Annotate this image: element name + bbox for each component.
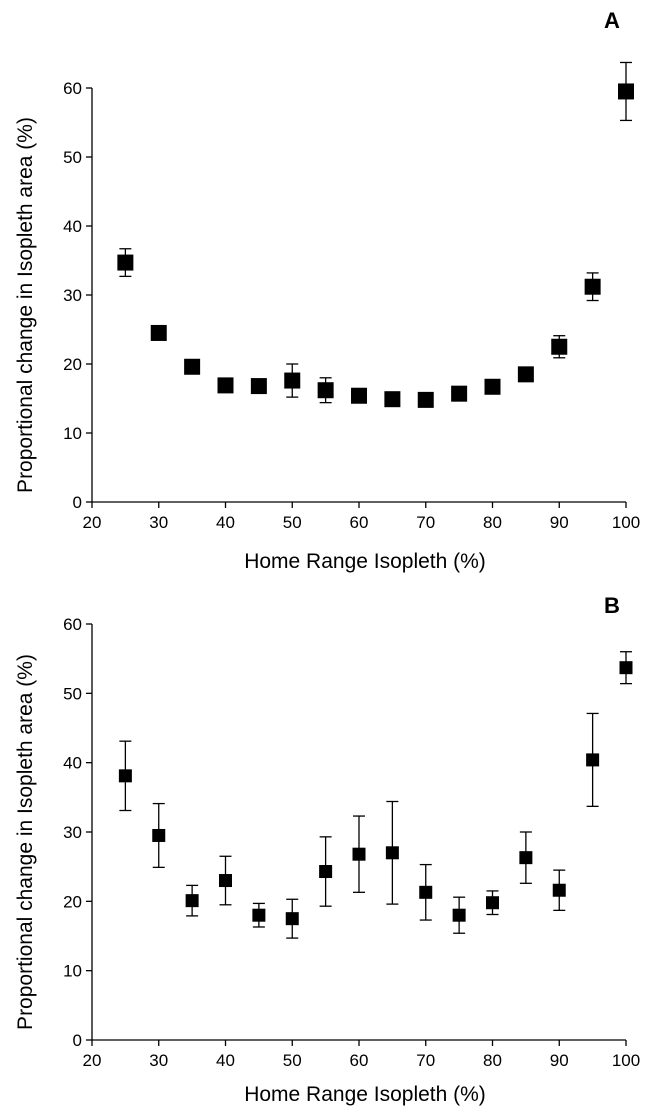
data-point-marker xyxy=(352,847,366,861)
data-point-marker xyxy=(484,378,501,395)
y-tick-label: 20 xyxy=(63,892,82,911)
x-tick-label: 100 xyxy=(612,1051,640,1070)
data-point-marker xyxy=(317,382,334,399)
data-point-marker xyxy=(619,661,633,675)
y-tick-label: 10 xyxy=(63,962,82,981)
x-tick-label: 20 xyxy=(83,1051,102,1070)
x-tick-label: 30 xyxy=(149,1051,168,1070)
data-point-marker xyxy=(551,338,568,355)
data-point-marker xyxy=(351,387,367,404)
y-tick-label: 40 xyxy=(63,754,82,773)
x-tick-label: 60 xyxy=(350,513,369,532)
data-point-marker xyxy=(452,908,466,922)
data-point-marker xyxy=(118,769,132,783)
x-axis-title: Home Range Isopleth (%) xyxy=(244,1083,486,1106)
y-axis-title: Proportional change in Isopleth area (%) xyxy=(14,654,37,1030)
data-point-marker xyxy=(618,83,634,100)
x-tick-label: 40 xyxy=(216,1051,235,1070)
data-point-marker xyxy=(419,885,433,899)
data-point-marker xyxy=(217,377,234,394)
data-point-marker xyxy=(185,894,199,908)
x-tick-label: 80 xyxy=(483,513,502,532)
data-point-marker xyxy=(451,385,468,402)
x-tick-label: 90 xyxy=(550,513,569,532)
x-tick-label: 50 xyxy=(283,513,302,532)
data-point-marker xyxy=(517,366,534,383)
x-tick-label: 70 xyxy=(416,1051,435,1070)
y-tick-label: 50 xyxy=(63,148,82,167)
y-tick-label: 60 xyxy=(63,79,82,98)
data-point-marker xyxy=(384,391,401,408)
x-tick-label: 90 xyxy=(550,1051,569,1070)
data-point-marker xyxy=(552,883,566,897)
data-point-marker xyxy=(150,324,167,341)
data-point-marker xyxy=(284,372,301,389)
y-tick-label: 30 xyxy=(63,286,82,305)
data-point-marker xyxy=(417,391,434,408)
x-tick-label: 50 xyxy=(283,1051,302,1070)
chart-panel-a: 0 10 20 30 40 50 60 20 30 40 50 60 70 80 90 100 Home Ran… xyxy=(14,8,640,573)
chart-panel-b: 0 10 20 30 40 50 60 20 30 40 50 60 70 80 90 100 Home Ran… xyxy=(14,593,640,1106)
y-tick-label: 20 xyxy=(63,355,82,374)
y-tick-label: 10 xyxy=(63,424,82,443)
x-tick-label: 30 xyxy=(149,513,168,532)
data-point-marker xyxy=(252,908,266,922)
x-tick-label: 100 xyxy=(612,513,640,532)
y-tick-label: 50 xyxy=(63,684,82,703)
x-tick-label: 20 xyxy=(83,513,102,532)
data-point-marker xyxy=(519,851,533,865)
data-point-marker xyxy=(486,896,499,910)
data-point-marker xyxy=(285,912,299,926)
panel-label: B xyxy=(604,593,620,618)
data-point-marker xyxy=(184,358,201,375)
x-tick-label: 60 xyxy=(350,1051,369,1070)
x-tick-label: 40 xyxy=(216,513,235,532)
data-point-marker xyxy=(117,254,134,271)
y-tick-label: 30 xyxy=(63,823,82,842)
data-point-marker xyxy=(586,753,600,767)
data-point-marker xyxy=(385,846,399,860)
y-tick-label: 60 xyxy=(63,615,82,634)
data-point-marker xyxy=(319,865,333,879)
data-point-marker xyxy=(152,828,166,842)
data-point-marker xyxy=(219,874,232,888)
x-tick-label: 70 xyxy=(416,513,435,532)
panel-label: A xyxy=(604,8,620,33)
y-tick-label: 40 xyxy=(63,217,82,236)
y-axis-title: Proportional change in Isopleth area (%) xyxy=(14,117,37,493)
data-point-marker xyxy=(250,378,267,395)
y-tick-label: 0 xyxy=(73,1031,82,1050)
x-tick-label: 80 xyxy=(483,1051,502,1070)
data-point-marker xyxy=(584,278,601,295)
y-tick-label: 0 xyxy=(73,493,82,512)
x-axis-title: Home Range Isopleth (%) xyxy=(244,550,486,573)
